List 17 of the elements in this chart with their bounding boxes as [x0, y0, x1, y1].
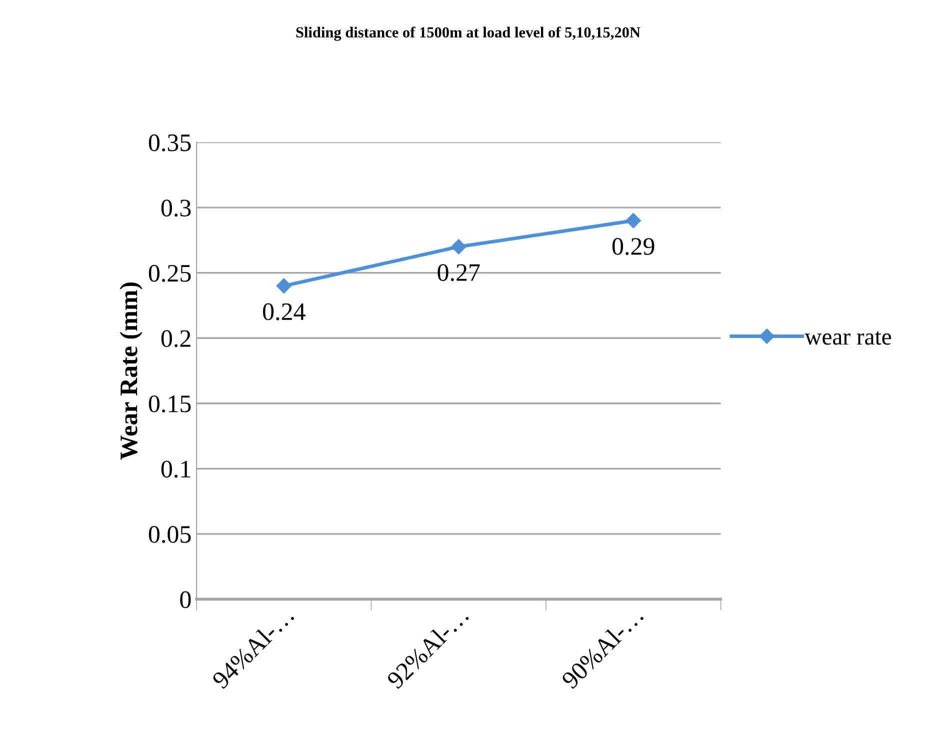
data-label: 0.27	[438, 264, 480, 282]
y-tick-label: 0.3	[161, 200, 191, 217]
chart-title: Sliding distance of 1500m at load level of 5,10,15,20N	[296, 26, 640, 41]
y-tick-label: 0.15	[148, 395, 191, 412]
y-axis-title: Wear Rate (mm)	[120, 282, 142, 460]
y-tick-label: 0	[180, 591, 191, 608]
y-tick-label: 0.2	[161, 330, 190, 348]
data-label: 0.29	[612, 238, 654, 256]
y-tick-label: 0.1	[161, 460, 190, 478]
point	[626, 213, 641, 228]
point	[451, 239, 466, 254]
point	[276, 278, 292, 294]
y-tick-label: 0.25	[148, 264, 191, 282]
legend-label: wear rate	[804, 331, 892, 345]
y-tick-label: 0.05	[148, 526, 191, 543]
y-tick-label: 0.35	[148, 134, 191, 152]
data-label: 0.24	[263, 303, 306, 320]
